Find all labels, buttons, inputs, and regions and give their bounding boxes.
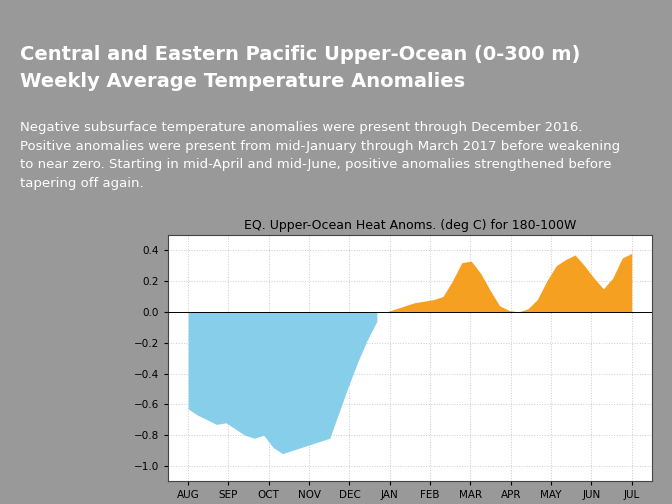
Text: Negative subsurface temperature anomalies were present through December 2016.
Po: Negative subsurface temperature anomalie… bbox=[20, 121, 620, 190]
Text: Central and Eastern Pacific Upper-Ocean (0-300 m)
Weekly Average Temperature Ano: Central and Eastern Pacific Upper-Ocean … bbox=[20, 45, 581, 91]
Title: EQ. Upper-Ocean Heat Anoms. (deg C) for 180-100W: EQ. Upper-Ocean Heat Anoms. (deg C) for … bbox=[244, 219, 576, 232]
